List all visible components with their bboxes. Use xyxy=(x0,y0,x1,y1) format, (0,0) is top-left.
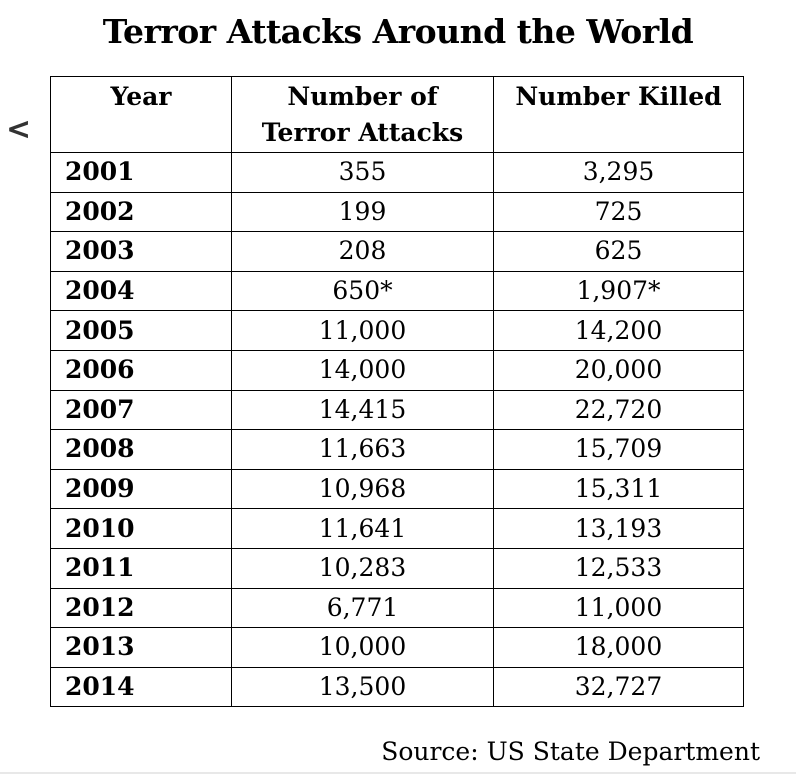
attacks-cell: 10,968 xyxy=(231,468,494,510)
killed-cell: 12,533 xyxy=(493,547,744,589)
table-row: 2005 11,000 14,200 xyxy=(50,310,744,351)
year-cell: 2006 xyxy=(50,349,232,391)
killed-cell: 22,720 xyxy=(493,389,744,431)
column-header-year-line-1: Year xyxy=(110,82,172,111)
killed-cell: 3,295 xyxy=(493,152,744,193)
year-cell: 2009 xyxy=(50,468,232,510)
killed-cell: 32,727 xyxy=(493,666,744,708)
chevron-left-icon[interactable]: < xyxy=(6,112,32,147)
chart-title: Terror Attacks Around the World xyxy=(102,12,694,51)
table-row: 2012 6,771 11,000 xyxy=(50,587,744,629)
killed-cell: 18,000 xyxy=(493,627,744,668)
column-header-attacks: Number of Terror Attacks xyxy=(231,76,494,153)
killed-cell: 11,000 xyxy=(493,587,744,629)
year-cell: 2012 xyxy=(50,587,232,629)
attacks-cell: 13,500 xyxy=(231,666,494,708)
year-cell: 2001 xyxy=(50,152,232,193)
column-header-attacks-line-1: Number of xyxy=(287,82,438,111)
year-cell: 2002 xyxy=(50,191,232,233)
attacks-cell: 14,415 xyxy=(231,389,494,431)
column-header-killed-line-1: Number Killed xyxy=(515,82,722,111)
killed-cell: 20,000 xyxy=(493,349,744,391)
bottom-divider xyxy=(0,772,796,774)
year-cell: 2014 xyxy=(50,666,232,708)
table-row: 2011 10,283 12,533 xyxy=(50,547,744,589)
attacks-cell: 355 xyxy=(231,152,494,193)
attacks-cell: 10,283 xyxy=(231,547,494,589)
table-row: 2010 11,641 13,193 xyxy=(50,508,744,549)
killed-cell: 15,311 xyxy=(493,468,744,510)
attacks-cell: 11,641 xyxy=(231,508,494,549)
table-row: 2004 650* 1,907* xyxy=(50,270,744,312)
table-row: 2006 14,000 20,000 xyxy=(50,349,744,391)
attacks-cell: 199 xyxy=(231,191,494,233)
year-cell: 2003 xyxy=(50,231,232,272)
killed-cell: 15,709 xyxy=(493,429,744,470)
table-row: 2007 14,415 22,720 xyxy=(50,389,744,431)
table-body: 2001 355 3,295 2002 199 725 2003 208 625 2004 650*… xyxy=(50,152,744,708)
column-header-attacks-line-2: Terror Attacks xyxy=(261,118,464,147)
header-row: Year Number of Terror Attacks Number Kil… xyxy=(50,76,744,153)
year-cell: 2007 xyxy=(50,389,232,431)
table-row: 2002 199 725 xyxy=(50,191,744,233)
column-header-killed: Number Killed xyxy=(493,76,744,153)
source-note: Source: US State Department xyxy=(381,737,760,766)
table-row: 2013 10,000 18,000 xyxy=(50,627,744,668)
attacks-cell: 11,663 xyxy=(231,429,494,470)
attacks-cell: 208 xyxy=(231,231,494,272)
killed-cell: 725 xyxy=(493,191,744,233)
killed-cell: 1,907* xyxy=(493,270,744,312)
killed-cell: 625 xyxy=(493,231,744,272)
year-cell: 2011 xyxy=(50,547,232,589)
attacks-cell: 6,771 xyxy=(231,587,494,629)
table-row: 2014 13,500 32,727 xyxy=(50,666,744,708)
year-cell: 2010 xyxy=(50,508,232,549)
killed-cell: 13,193 xyxy=(493,508,744,549)
year-cell: 2004 xyxy=(50,270,232,312)
column-header-year: Year xyxy=(50,76,232,153)
attacks-cell: 14,000 xyxy=(231,349,494,391)
killed-cell: 14,200 xyxy=(493,310,744,351)
attacks-cell: 10,000 xyxy=(231,627,494,668)
year-cell: 2013 xyxy=(50,627,232,668)
year-cell: 2008 xyxy=(50,429,232,470)
table-row: 2001 355 3,295 xyxy=(50,152,744,193)
attacks-cell: 650* xyxy=(231,270,494,312)
table-row: 2003 208 625 xyxy=(50,231,744,272)
year-cell: 2005 xyxy=(50,310,232,351)
table-row: 2009 10,968 15,311 xyxy=(50,468,744,510)
data-table: Year Number of Terror Attacks Number Kil… xyxy=(50,76,744,708)
attacks-cell: 11,000 xyxy=(231,310,494,351)
table-row: 2008 11,663 15,709 xyxy=(50,429,744,470)
